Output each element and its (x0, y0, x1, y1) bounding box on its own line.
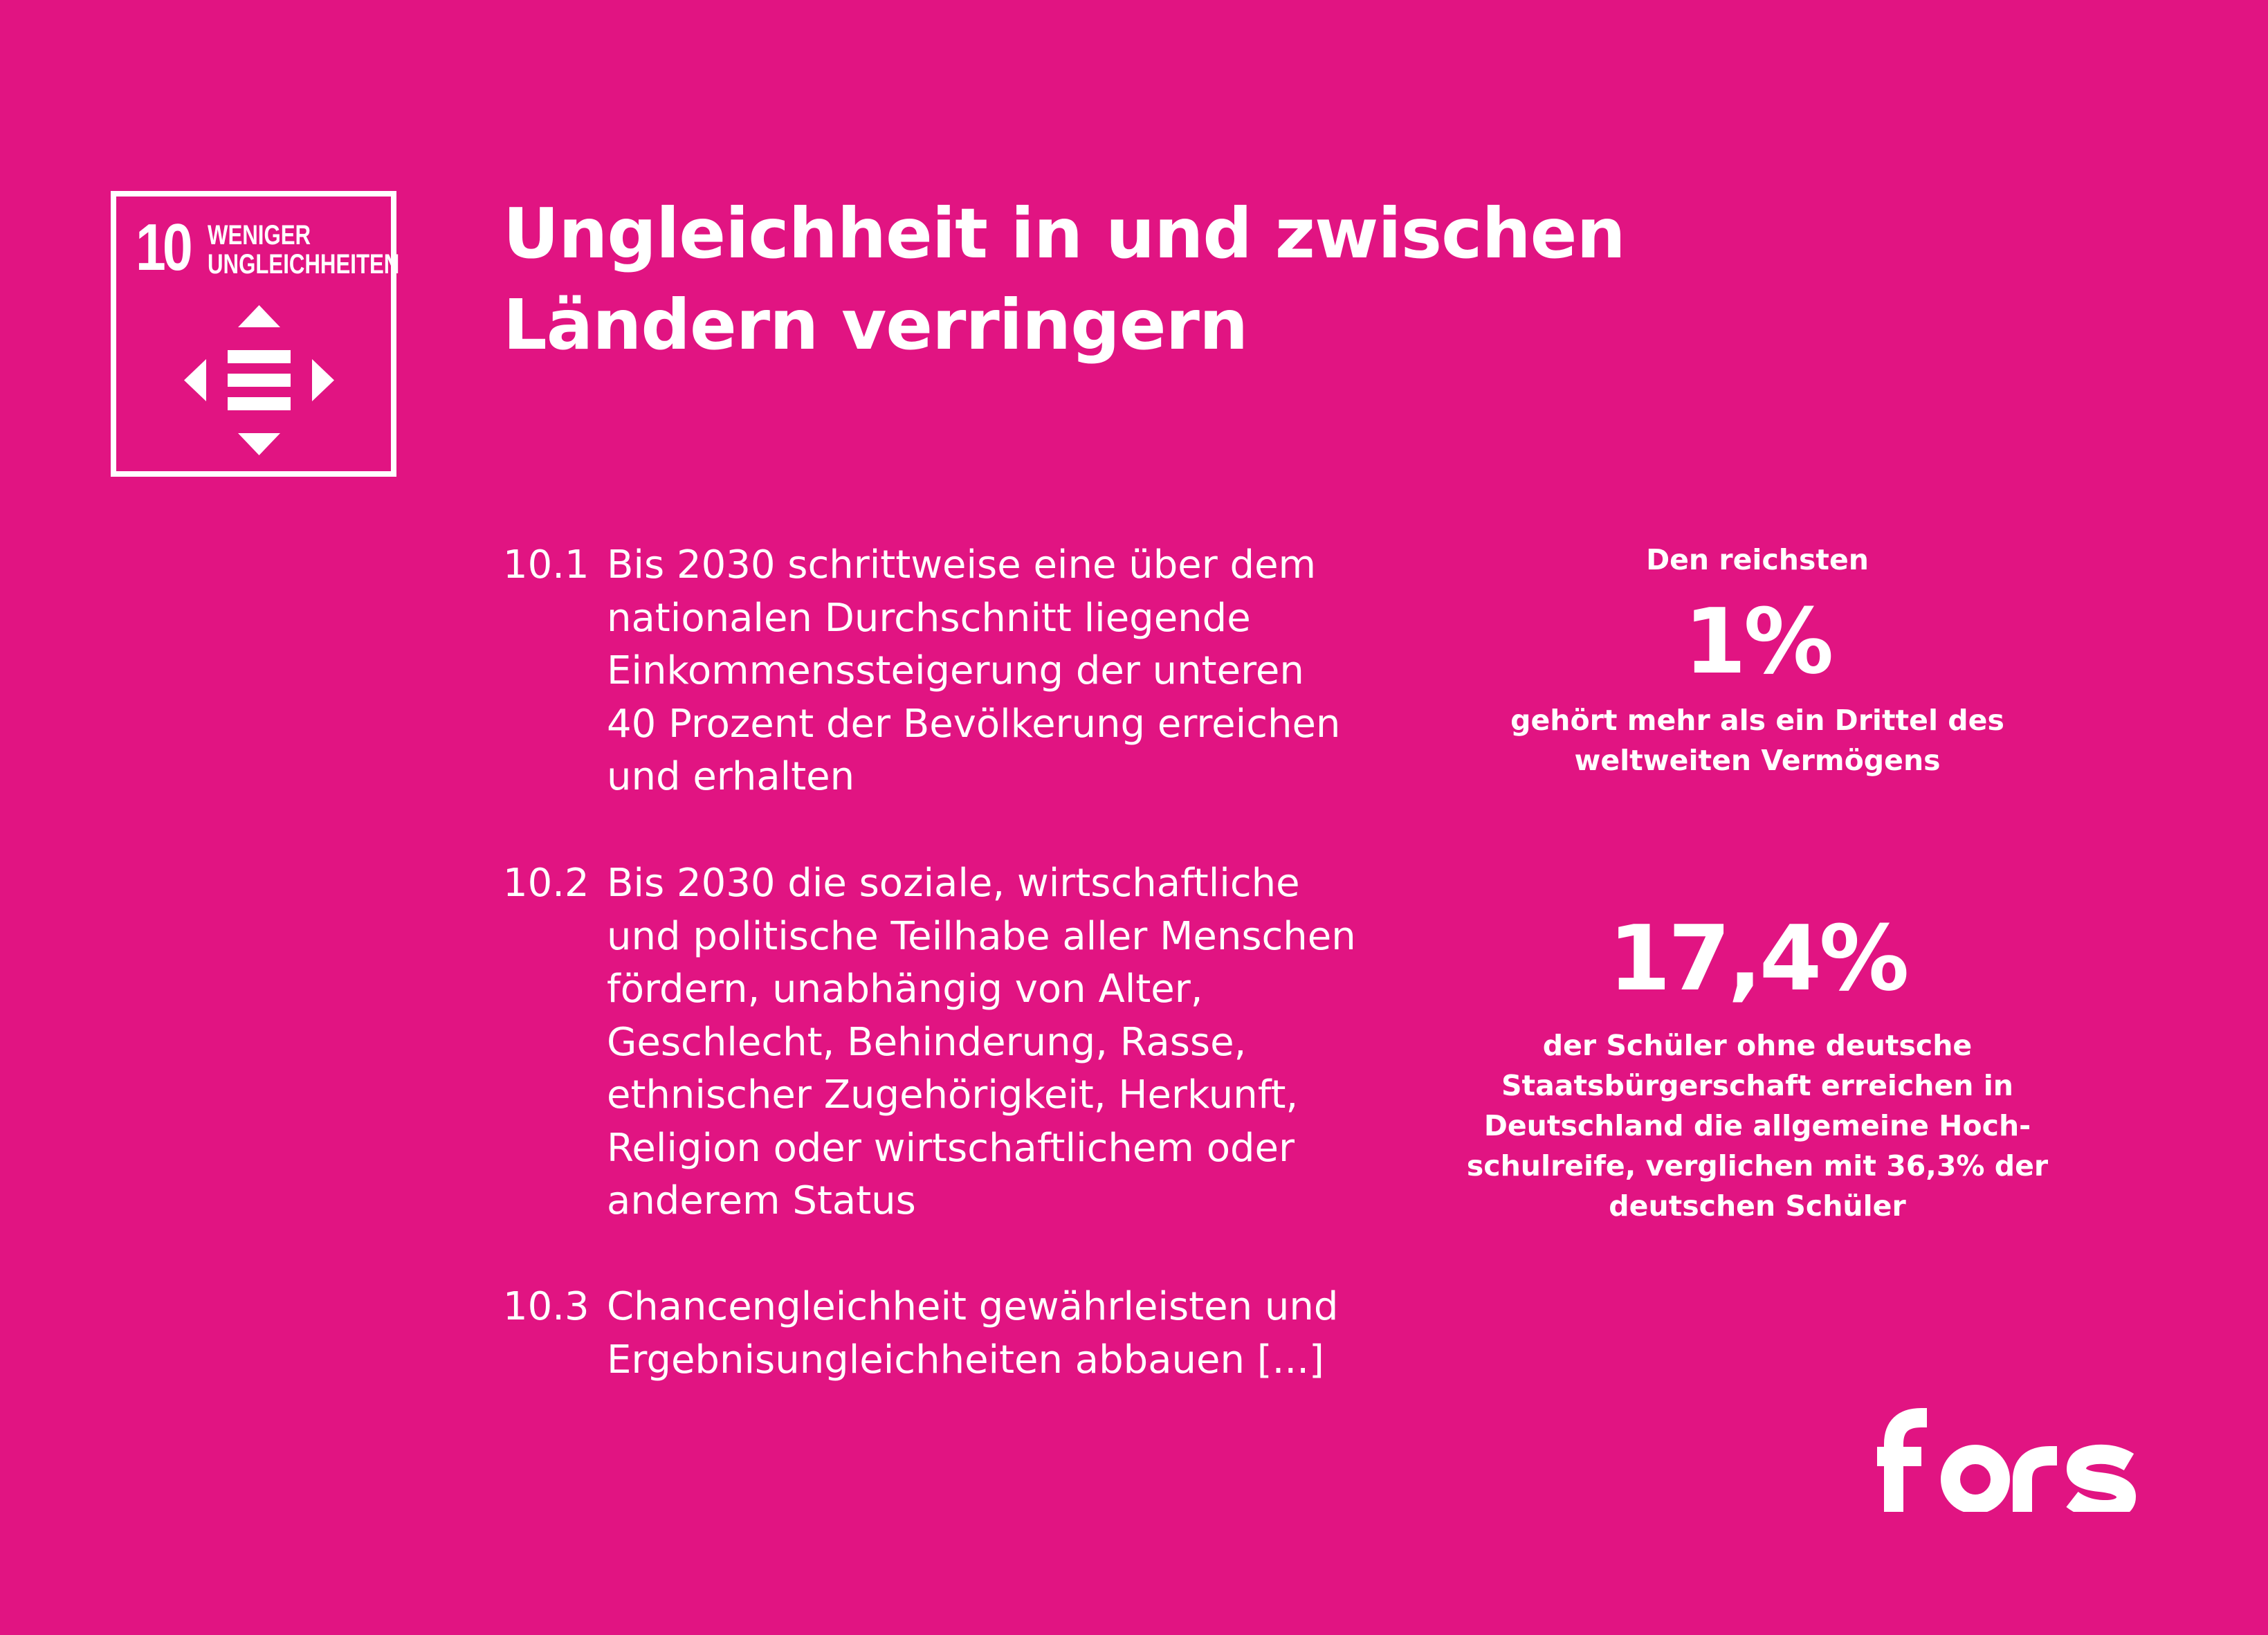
fact-description-line: weltweiten Vermögens (1574, 744, 1941, 777)
target-text-line: anderem Status (607, 1178, 916, 1223)
fact-description-line: deutschen Schüler (1609, 1189, 1906, 1223)
target-text-line: Bis 2030 schrittweise eine über dem (607, 542, 1317, 587)
fact-description-line: der Schüler ohne deutsche (1542, 1029, 1973, 1062)
fact-school-graduation: 17,4% der Schüler ohne deutsche Staatsbü… (1408, 906, 2107, 1226)
fact-intro: Den reichsten (1646, 543, 1869, 576)
sdg-label-line-2: UNGLEICHHEITEN (208, 249, 400, 280)
fact-description-line: Staatsbürgerschaft erreichen in (1501, 1069, 2013, 1102)
fact-description-line: gehört mehr als ein Drittel des (1510, 704, 2004, 737)
target-text: Bis 2030 die soziale, wirtschaftliche un… (607, 857, 1921, 1228)
equality-arrows-icon (184, 305, 334, 455)
target-text-line: Chancengleichheit gewährleisten und (607, 1284, 1339, 1329)
target-text-line: fördern, unabhängig von Alter, (607, 967, 1203, 1012)
fact-description: gehört mehr als ein Drittel des weltweit… (1408, 700, 2107, 780)
target-number: 10.1 (503, 542, 589, 587)
target-text-line: und erhalten (607, 754, 855, 799)
fact-description-line: Deutschland die allgemeine Hoch- (1483, 1109, 2031, 1142)
sdg-label: WENIGER UNGLEICHHEITEN (208, 221, 399, 279)
target-number: 10.3 (503, 1284, 589, 1329)
target-text: Chancengleichheit gewährleisten und Erge… (607, 1281, 1921, 1387)
target-text-line: Bis 2030 die soziale, wirtschaftliche (607, 861, 1300, 906)
sdg-label-line-1: WENIGER (208, 220, 311, 250)
fors-logo (1877, 1408, 2137, 1512)
page-title-line-1: Ungleichheit in und zwischen (503, 193, 1626, 274)
sdg-10-badge: 10 WENIGER UNGLEICHHEITEN (111, 191, 399, 477)
target-text-line: nationalen Durchschnitt liegende (607, 595, 1251, 641)
fact-value: 17,4% (1608, 906, 1909, 1011)
fact-description: der Schüler ohne deutsche Staatsbürgersc… (1408, 1025, 2107, 1226)
target-text-line: Einkommenssteigerung der unteren (607, 648, 1304, 693)
target-text-line: Ergebnisungleichheiten abbauen [...] (607, 1337, 1324, 1382)
target-text-line: und politische Teilhabe aller Menschen (607, 913, 1356, 959)
sdg-number: 10 (136, 210, 193, 284)
target-text-line: Religion oder wirtschaftlichem oder (607, 1125, 1295, 1171)
fact-richest-one-percent: Den reichsten 1% gehört mehr als ein Dri… (1408, 540, 2107, 780)
fact-value: 1% (1683, 589, 1834, 694)
page-title: Ungleichheit in und zwischen Ländern ver… (503, 188, 1626, 371)
page-title-line-2: Ländern verringern (503, 284, 1248, 365)
target-text-line: ethnischer Zugehörigkeit, Herkunft, (607, 1072, 1299, 1117)
target-text-line: Geschlecht, Behinderung, Rasse, (607, 1019, 1247, 1065)
target-number: 10.2 (503, 861, 589, 906)
target-text-line: 40 Prozent der Bevölkerung erreichen (607, 701, 1341, 747)
target-text: Bis 2030 schrittweise eine über dem nati… (607, 539, 1921, 804)
fact-description-line: schulreife, verglichen mit 36,3% der (1466, 1149, 2049, 1182)
